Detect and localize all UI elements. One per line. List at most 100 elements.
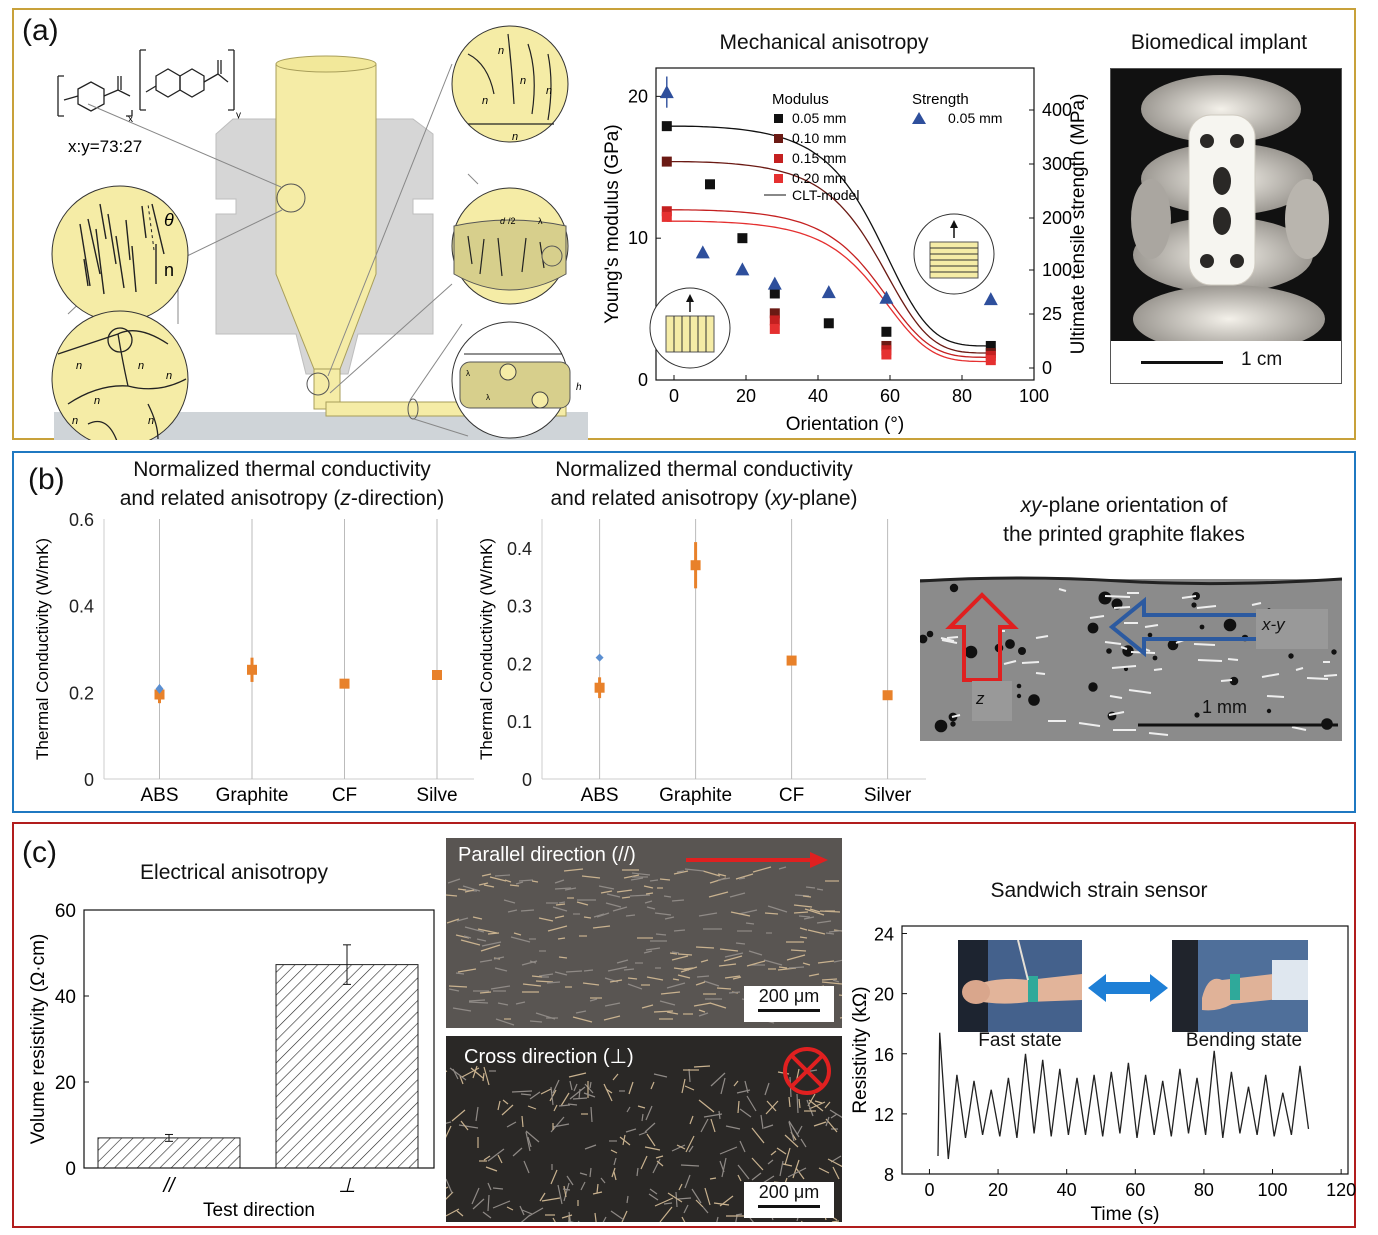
reference-point bbox=[155, 683, 164, 694]
fiber bbox=[751, 1157, 764, 1171]
fiber bbox=[673, 929, 686, 932]
fiber bbox=[485, 1166, 498, 1172]
fiber bbox=[735, 1213, 743, 1216]
graphite-flake bbox=[941, 639, 958, 644]
fiber bbox=[507, 909, 518, 913]
parallel-scale: 200 μm bbox=[744, 986, 834, 1022]
fiber bbox=[521, 960, 538, 966]
pore bbox=[1288, 653, 1294, 659]
mech-ylabel: Young's modulus (GPa) bbox=[602, 124, 623, 323]
fiber bbox=[464, 889, 475, 893]
mech-xtick-label: 20 bbox=[736, 386, 756, 406]
fiber bbox=[709, 1177, 717, 1180]
strain-sensor-chart: 0 20 40 60 80 100 120 8 12 16 20 24 Time (s) Resistiv… bbox=[850, 925, 1356, 1224]
fiber bbox=[749, 1217, 754, 1222]
strain-plot-frame bbox=[901, 925, 1349, 1175]
graphite-flake bbox=[1266, 695, 1285, 698]
fiber bbox=[778, 966, 788, 969]
fiber bbox=[596, 1183, 599, 1194]
fiber bbox=[730, 911, 751, 917]
fiber bbox=[629, 894, 651, 897]
graphite-flake bbox=[1251, 602, 1262, 606]
fiber bbox=[612, 906, 628, 912]
fiber bbox=[641, 1004, 654, 1009]
fiber bbox=[678, 1183, 683, 1191]
fiber bbox=[788, 966, 805, 969]
fiber bbox=[582, 982, 600, 986]
thermal-ytick-label: 0.3 bbox=[507, 597, 532, 617]
mech-xtick-label: 60 bbox=[880, 386, 900, 406]
thermal-category-label: Silver bbox=[864, 785, 912, 806]
fiber bbox=[676, 1144, 686, 1150]
fiber bbox=[776, 1147, 787, 1155]
legend-modulus-label: 0.10 mm bbox=[792, 130, 846, 146]
fiber bbox=[446, 1191, 454, 1200]
fiber bbox=[471, 1187, 480, 1205]
fiber bbox=[446, 1178, 453, 1194]
modulus-point bbox=[881, 326, 892, 337]
fiber bbox=[602, 1216, 607, 1222]
fiber bbox=[464, 926, 485, 933]
fiber bbox=[546, 981, 561, 984]
theta-label: θ bbox=[164, 210, 174, 230]
fiber bbox=[788, 1096, 791, 1108]
implant-title: Biomedical implant bbox=[1130, 31, 1308, 54]
strength-point bbox=[983, 292, 998, 306]
fiber bbox=[609, 979, 623, 983]
pore bbox=[1194, 712, 1200, 718]
fiber bbox=[653, 1073, 668, 1078]
fiber bbox=[804, 908, 825, 916]
fiber bbox=[800, 1138, 807, 1148]
fiber bbox=[528, 1207, 544, 1217]
domain-n-4: n bbox=[148, 415, 154, 427]
thermal-ylabel: Thermal Conductivity (W/mK) bbox=[33, 538, 52, 760]
fiber bbox=[643, 950, 653, 954]
thermal-point bbox=[154, 689, 165, 700]
fiber bbox=[696, 975, 710, 978]
fiber bbox=[649, 879, 659, 882]
resist-ytick-label: 40 bbox=[55, 987, 76, 1008]
fiber bbox=[575, 1010, 587, 1014]
resistivity-series-line bbox=[937, 1032, 1310, 1160]
flow-n-3: n bbox=[520, 75, 526, 87]
thermal-ytick-label: 0 bbox=[522, 770, 532, 790]
mechanical-title: Mechanical anisotropy bbox=[719, 31, 929, 54]
fiber bbox=[767, 905, 788, 913]
fiber bbox=[531, 880, 539, 883]
legend-modulus-swatch bbox=[774, 134, 783, 143]
fiber bbox=[802, 895, 812, 898]
fiber bbox=[581, 875, 601, 879]
strain-xtick-label: 0 bbox=[924, 1180, 934, 1200]
fiber bbox=[520, 909, 535, 912]
fiber bbox=[446, 1070, 448, 1073]
thermal-category-label: ABS bbox=[140, 785, 178, 806]
fiber bbox=[814, 1100, 823, 1104]
pore bbox=[1199, 624, 1205, 630]
panel-c-label: (c) bbox=[22, 836, 57, 869]
strain-ytick-label: 20 bbox=[874, 985, 894, 1005]
fiber bbox=[510, 936, 531, 943]
panel-a-label: (a) bbox=[22, 14, 59, 47]
strain-xtick-label: 100 bbox=[1257, 1180, 1287, 1200]
fiber bbox=[531, 975, 543, 978]
fiber bbox=[457, 888, 467, 891]
resist-ytick-label: 60 bbox=[55, 901, 76, 922]
fiber bbox=[619, 1136, 631, 1146]
fiber bbox=[693, 1002, 712, 1007]
thermal-category-label: ABS bbox=[581, 785, 619, 806]
fiber bbox=[695, 946, 715, 949]
fiber bbox=[704, 1187, 711, 1206]
fiber bbox=[487, 1182, 492, 1191]
fiber bbox=[653, 1010, 674, 1013]
legend-strength-label: 0.05 mm bbox=[948, 110, 1002, 126]
fiber bbox=[737, 1174, 742, 1182]
fiber bbox=[764, 1082, 770, 1096]
thermal-category-label: Graphite bbox=[216, 785, 289, 806]
flow-n-1: n bbox=[498, 45, 504, 57]
fiber bbox=[477, 928, 498, 934]
clt-model-curve bbox=[666, 160, 991, 354]
fiber bbox=[623, 968, 635, 971]
graphite-flake bbox=[1120, 646, 1128, 650]
fiber bbox=[538, 973, 554, 977]
fiber bbox=[623, 874, 640, 879]
